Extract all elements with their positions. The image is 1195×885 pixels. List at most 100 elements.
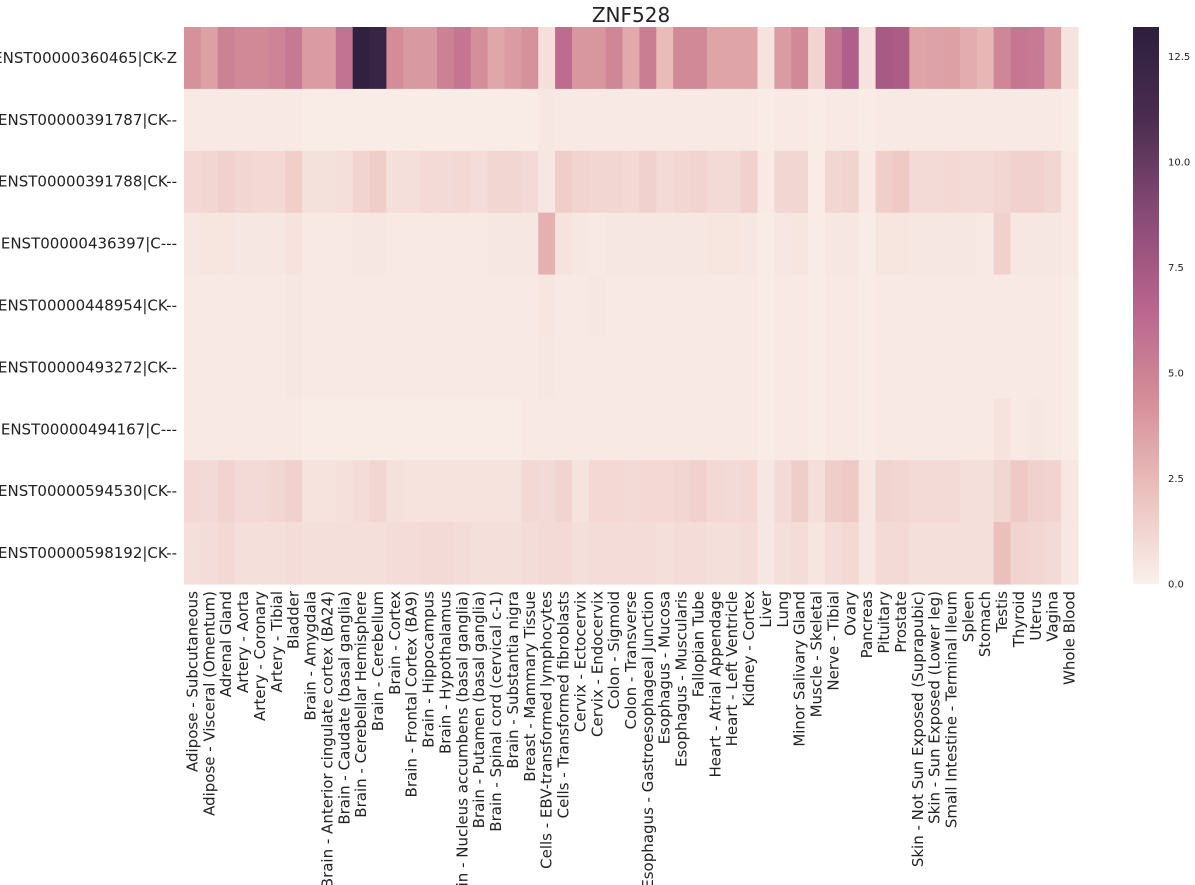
column-label: Esophagus - Mucosa — [656, 591, 674, 744]
heatmap-cell — [892, 336, 910, 399]
column-label: Esophagus - Gastroesophageal Junction — [639, 591, 657, 885]
column-label: Brain - Putamen (basal ganglia) — [470, 591, 488, 828]
heatmap-cell — [437, 460, 455, 523]
heatmap-cell — [639, 212, 657, 276]
heatmap-cell — [808, 522, 826, 585]
heatmap-cell — [268, 212, 286, 276]
heatmap-cell — [453, 212, 472, 276]
heatmap-cell — [251, 398, 269, 461]
heatmap-cell — [302, 274, 320, 338]
heatmap-cell — [943, 27, 961, 90]
heatmap-cell — [268, 150, 286, 214]
heatmap-cell — [285, 88, 303, 152]
heatmap-cell — [470, 274, 489, 338]
heatmap-cell — [335, 27, 354, 90]
heatmap-cell — [234, 274, 253, 338]
heatmap-cell — [690, 150, 708, 214]
heatmap-cell — [521, 88, 539, 152]
heatmap-cell — [605, 88, 624, 152]
heatmap-cell — [268, 460, 286, 523]
heatmap-cell — [352, 398, 371, 461]
heatmap-cell — [875, 274, 894, 338]
heatmap-cell — [335, 150, 354, 214]
heatmap-cell — [521, 150, 539, 214]
heatmap-cell — [504, 27, 522, 90]
heatmap-cell — [690, 27, 708, 90]
heatmap-cell — [1044, 336, 1062, 399]
heatmap-cell — [487, 150, 506, 214]
heatmap-cell — [673, 88, 691, 152]
heatmap-cell — [909, 150, 927, 214]
heatmap-cell — [588, 398, 607, 461]
heatmap-cell — [791, 150, 809, 214]
heatmap-cell — [774, 274, 792, 338]
column-label: Vagina — [1044, 591, 1062, 642]
heatmap-cell — [841, 460, 860, 523]
heatmap-cell — [437, 27, 455, 90]
heatmap-cell — [791, 522, 809, 585]
heatmap-cell — [656, 150, 674, 214]
heatmap-cell — [217, 27, 236, 90]
heatmap-cell — [571, 460, 590, 523]
heatmap-cell — [909, 88, 927, 152]
heatmap-cell — [841, 522, 860, 585]
heatmap-cell — [1061, 212, 1079, 276]
heatmap-cell — [723, 88, 742, 152]
column-label: Cells - Transformed fibroblasts — [555, 591, 573, 818]
heatmap-cell — [200, 88, 219, 152]
column-label: Thyroid — [1010, 591, 1028, 648]
heatmap-cell — [926, 212, 944, 276]
colorbar-tick-label: 10.0 — [1168, 158, 1190, 169]
heatmap-cell — [352, 460, 371, 523]
heatmap-cell — [234, 212, 253, 276]
heatmap-cell — [959, 274, 978, 338]
heatmap-cell — [318, 522, 337, 585]
heatmap-cell — [1027, 274, 1045, 338]
heatmap-cell — [453, 336, 472, 399]
heatmap-cell — [487, 522, 506, 585]
column-label: Fallopian Tube — [689, 591, 707, 697]
heatmap-cell — [420, 274, 438, 338]
heatmap-cell — [976, 522, 995, 585]
heatmap-cell — [302, 212, 320, 276]
heatmap-cell — [757, 274, 775, 338]
heatmap-cell — [184, 88, 202, 152]
heatmap-cell — [1010, 398, 1028, 461]
column-label: Brain - Cerebellum — [369, 591, 387, 731]
heatmap-cell — [605, 398, 624, 461]
heatmap-cell — [892, 460, 910, 523]
heatmap-cell — [369, 274, 388, 338]
heatmap-cell — [605, 212, 624, 276]
heatmap-cell — [875, 522, 894, 585]
heatmap-cell — [251, 212, 269, 276]
heatmap-cell — [403, 398, 421, 461]
heatmap-cell — [1010, 150, 1028, 214]
heatmap-cell — [234, 336, 253, 399]
heatmap-cell — [926, 274, 944, 338]
heatmap-cell — [217, 274, 236, 338]
heatmap-cell — [318, 88, 337, 152]
heatmap-cell — [251, 274, 269, 338]
heatmap-cell — [302, 88, 320, 152]
heatmap-cell — [1061, 27, 1079, 90]
heatmap-cell — [740, 398, 759, 461]
heatmap-cell — [420, 522, 438, 585]
heatmap-cell — [437, 212, 455, 276]
column-label: Cervix - Endocervix — [588, 591, 606, 737]
heatmap-cell — [588, 460, 607, 523]
heatmap-cell — [335, 460, 354, 523]
heatmap-cell — [184, 150, 202, 214]
heatmap-cell — [571, 336, 590, 399]
heatmap-cell — [976, 460, 995, 523]
heatmap-cell — [824, 212, 843, 276]
row-labels: ENST00000360465|CK-Z ENST00000391787|CK--… — [0, 49, 177, 562]
heatmap-cell — [217, 88, 236, 152]
heatmap-cell — [824, 522, 843, 585]
heatmap-cell — [200, 212, 219, 276]
heatmap-cell — [184, 27, 202, 90]
heatmap-cell — [605, 460, 624, 523]
heatmap-cell — [217, 336, 236, 399]
heatmap-cell — [622, 212, 641, 276]
heatmap-cell — [437, 150, 455, 214]
